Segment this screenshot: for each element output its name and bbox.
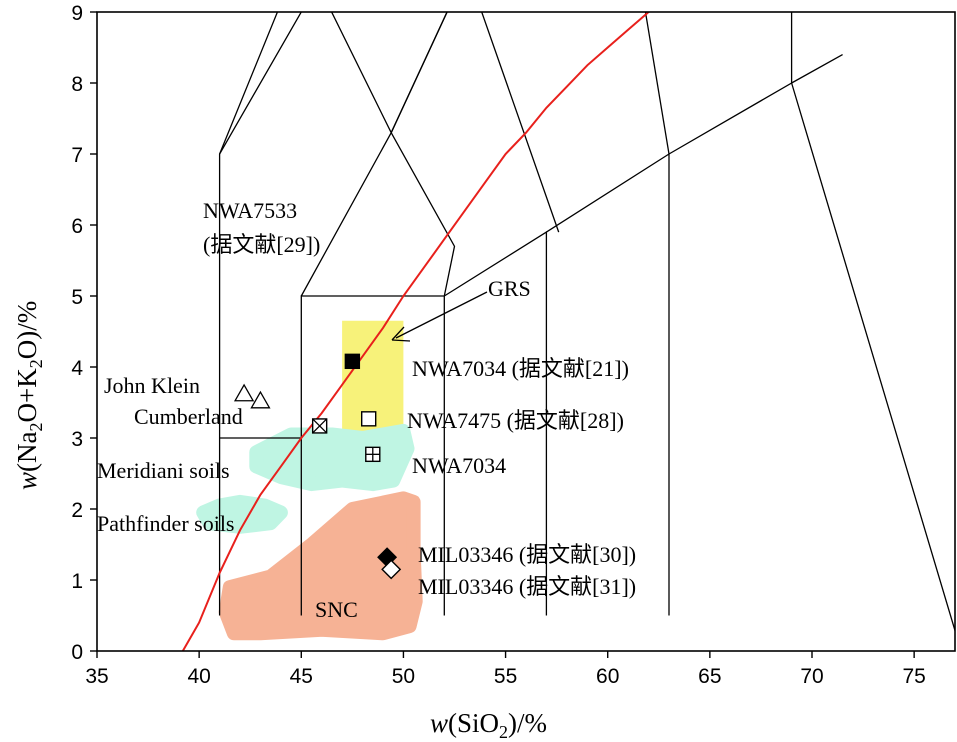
x-tick-label: 60 [596, 665, 619, 688]
marker-square-filled-0 [344, 353, 361, 370]
marker-diamond-open-5 [381, 559, 402, 580]
tas-boundary-12 [390, 12, 448, 133]
label-grs: GRS [488, 276, 531, 301]
label-cumberland: Cumberland [134, 404, 243, 429]
tas-boundary-9 [218, 12, 279, 155]
tas-boundary-layer [218, 12, 955, 633]
tas-boundary-7 [791, 54, 843, 84]
marker-triangle-open-7 [250, 390, 271, 409]
label-meridiani-soils: Meridiani soils [97, 458, 230, 483]
y-tick-label: 0 [71, 641, 83, 664]
x-tick-label: 55 [494, 665, 517, 688]
grs-alkaline-line [181, 12, 651, 651]
tas-boundary-10 [330, 12, 456, 297]
x-tick-label: 75 [902, 665, 925, 688]
y-tick-label: 1 [71, 570, 83, 593]
y-axis-title: w(Na2O+K2O)/% [12, 301, 46, 490]
x-axis-title: w(SiO2)/% [430, 708, 547, 742]
label-nwa7533-line1: NWA7533 [203, 198, 297, 223]
marker-layer [233, 353, 402, 580]
region-snc [218, 491, 423, 641]
region-meridiani-soils [249, 423, 415, 492]
tas-boundary-13 [481, 12, 560, 233]
x-tick-label: 65 [698, 665, 721, 688]
label-mil03346-30: MIL03346 (据文献[30]) [418, 542, 636, 567]
x-tick-label: 45 [290, 665, 313, 688]
y-tick-label: 5 [71, 286, 83, 309]
marker-triangle-open-6 [233, 383, 255, 402]
tas-boundary-8 [790, 82, 955, 633]
y-tick-label: 3 [71, 428, 83, 451]
alkaline-line-layer [181, 12, 651, 651]
tas-boundary-3 [300, 12, 448, 297]
y-tick-label: 8 [71, 73, 83, 96]
tas-boundary-2 [300, 295, 445, 616]
region-layer [196, 320, 423, 641]
x-tick-label: 40 [187, 665, 210, 688]
plot-frame [96, 11, 956, 652]
grs-arrowhead [391, 326, 411, 342]
y-tick-label: 4 [71, 357, 83, 380]
marker-square-plus-2 [365, 446, 381, 463]
y-tick-label: 9 [71, 2, 83, 25]
marker-square-open-1 [361, 411, 377, 427]
grs-arrow [395, 291, 488, 339]
label-nwa7475-28: NWA7475 (据文献[28]) [407, 408, 624, 433]
tas-boundary-14 [644, 12, 670, 155]
label-nwa7034-21: NWA7034 (据文献[21]) [412, 356, 629, 381]
tas-boundary-6 [668, 12, 793, 155]
marker-square-x-3 [311, 418, 328, 434]
label-nwa7533-line2: (据文献[29]) [203, 232, 320, 257]
x-tick-label: 35 [85, 665, 108, 688]
y-tick-label: 2 [71, 499, 83, 522]
label-nwa7034: NWA7034 [412, 453, 506, 478]
label-pathfinder-soils: Pathfinder soils [97, 511, 235, 536]
y-tick-label: 6 [71, 215, 83, 238]
y-tick-label: 7 [71, 144, 83, 167]
x-tick-label: 70 [800, 665, 823, 688]
label-mil03346-31: MIL03346 (据文献[31]) [418, 574, 636, 599]
label-snc: SNC [315, 597, 358, 622]
x-tick-label: 50 [392, 665, 415, 688]
label-john-klein: John Klein [104, 373, 200, 398]
